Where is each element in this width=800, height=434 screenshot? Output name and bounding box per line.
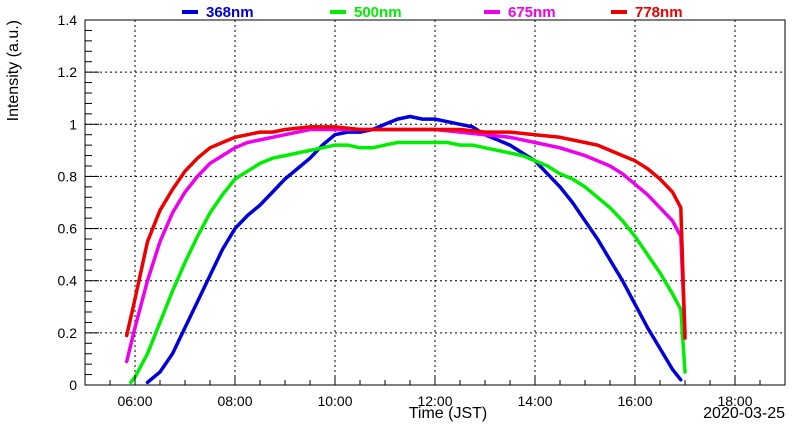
y-tick-label: 0 [69,377,77,393]
y-tick-label: 0.8 [58,168,78,184]
series-lines [124,114,687,385]
legend-label: 368nm [206,4,254,21]
series-line-500nm [129,140,687,385]
series-line-778nm [124,125,687,340]
legend: 368nm 500nm 675nm 778nm [182,4,683,21]
x-axis-title-date: 2020-03-25 [703,405,785,422]
y-tick-label: 0.6 [58,221,78,237]
y-tick-label: 1 [69,116,77,132]
x-tick-label: 08:00 [217,393,252,409]
x-tick-label: 06:00 [117,393,152,409]
axis-ticks: 06:00 08:00 10:00 12:00 14:00 16:00 18:00 0 0.2 0… [58,12,761,409]
x-tick-label: 14:00 [517,393,552,409]
x-axis-title: Time (JST) [409,405,488,422]
series-line-368nm [145,114,683,385]
y-tick-label: 1.4 [58,12,78,28]
legend-label: 675nm [508,4,556,21]
y-axis-title: Intensity (a.u.) [5,20,22,121]
x-tick-label: 12:00 [417,393,452,409]
x-tick-label: 16:00 [617,393,652,409]
legend-label: 500nm [354,4,402,21]
legend-label: 778nm [635,4,683,21]
y-tick-label: 1.2 [58,64,78,80]
x-tick-label: 10:00 [317,393,352,409]
grid [85,20,785,385]
y-tick-label: 0.4 [58,273,78,289]
x-tick-label: 18:00 [717,393,752,409]
y-tick-label: 0.2 [58,325,78,341]
